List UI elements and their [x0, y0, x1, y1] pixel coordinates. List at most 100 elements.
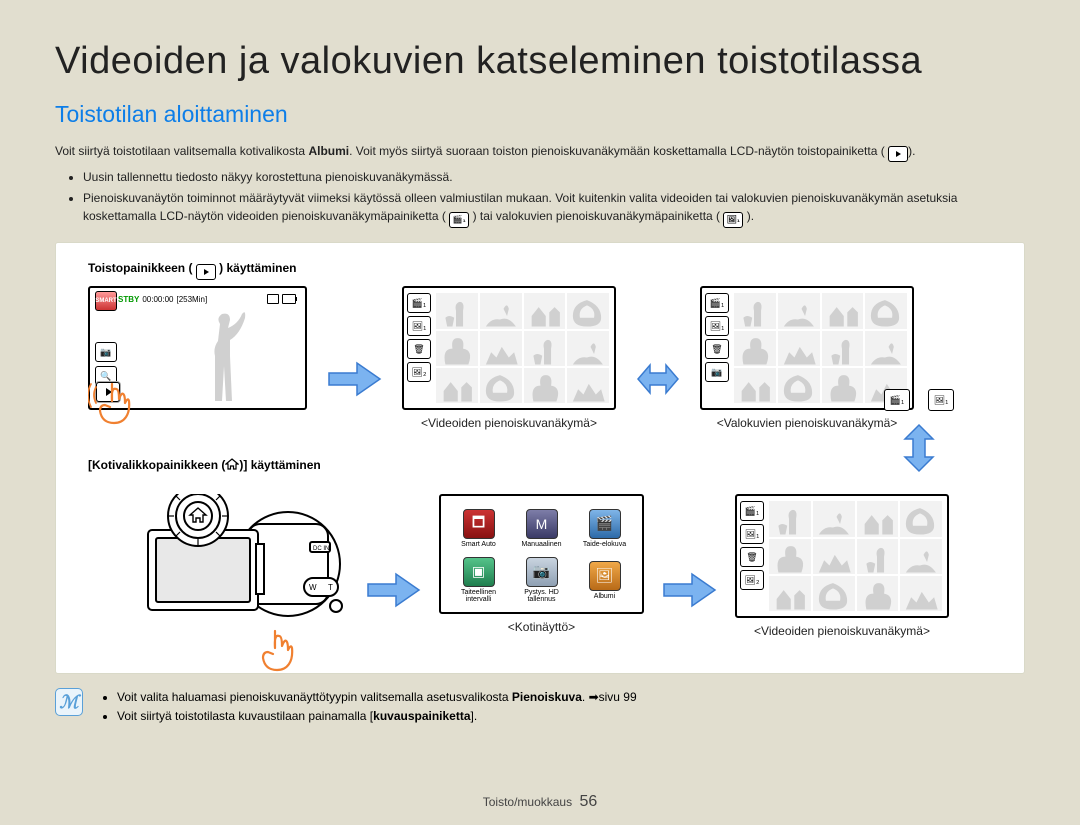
thumbnail-cell[interactable]	[567, 331, 609, 366]
battery-icon	[282, 294, 296, 304]
note-1: Voit valita haluamasi pienoiskuvanäyttöt…	[117, 688, 637, 707]
label-home-button: [Kotivalikkopainikkeen ()] käyttäminen	[88, 458, 992, 472]
note-icon: ℳ	[55, 688, 83, 716]
delete-icon[interactable]: 🗑	[407, 339, 431, 359]
thumbnail-cell[interactable]	[865, 331, 907, 366]
video-tab-icon[interactable]: 🎬₁	[407, 293, 431, 313]
thumbnail-cell[interactable]	[436, 293, 478, 328]
finger-touch-icon	[88, 381, 138, 426]
app-albumi[interactable]: 🖼Albumi	[577, 556, 632, 604]
caption-home: <Kotinäyttö>	[508, 620, 575, 634]
app-pystys.-hd-tallennus[interactable]: 📷Pystys. HD tallennus	[514, 556, 569, 604]
thumbnail-cell[interactable]	[813, 539, 855, 574]
thumbnail-cell[interactable]	[813, 576, 855, 611]
thumbnail-cell[interactable]	[734, 368, 776, 403]
thumbnail-cell[interactable]	[822, 331, 864, 366]
video-tab-icon[interactable]: 🎬₁	[740, 501, 764, 521]
arrow-right-icon	[327, 361, 382, 397]
thumbnail-cell[interactable]	[857, 539, 899, 574]
thumbnail-cell[interactable]	[857, 501, 899, 536]
thumbnail-cell[interactable]	[567, 368, 609, 403]
app-smart-auto[interactable]: 🗖Smart Auto	[451, 504, 506, 552]
intro-part2: . Voit myös siirtyä suoraan toiston pien…	[349, 144, 885, 158]
delete-icon[interactable]: 🗑	[740, 547, 764, 567]
thumbnail-cell[interactable]	[524, 293, 566, 328]
thumbnail-cell[interactable]	[778, 368, 820, 403]
intro-part1: Voit siirtyä toistotilaan valitsemalla k…	[55, 144, 308, 158]
video-tab-icon[interactable]: 🎬₁	[884, 389, 910, 411]
arrow-right-icon	[366, 572, 421, 608]
app-taide-elokuva[interactable]: 🎬Taide-elokuva	[577, 504, 632, 552]
stby-remain: [253Min]	[176, 295, 207, 304]
arrow-left-right-icon	[636, 361, 680, 397]
camera-tab-icon[interactable]: 📷	[705, 362, 729, 382]
sd-card-icon	[267, 294, 279, 304]
thumbnail-cell[interactable]	[480, 368, 522, 403]
thumbnail-cell[interactable]	[734, 293, 776, 328]
note-2: Voit siirtyä toistotilasta kuvaustilaan …	[117, 707, 637, 726]
thumbnail-cell[interactable]	[567, 293, 609, 328]
thumbnail-cell[interactable]	[865, 293, 907, 328]
thumbnail-cell[interactable]	[822, 293, 864, 328]
thumbnail-cell[interactable]	[734, 331, 776, 366]
thumbnail-cell[interactable]	[769, 576, 811, 611]
svg-text:DC IN: DC IN	[313, 546, 329, 552]
page-footer: Toisto/muokkaus 56	[0, 793, 1080, 811]
thumbnail-cell[interactable]	[480, 331, 522, 366]
note-1a: Voit valita haluamasi pienoiskuvanäyttöt…	[117, 690, 512, 704]
play-icon	[888, 146, 908, 162]
photo-tab-icon[interactable]: 🖼₁	[705, 316, 729, 336]
photo-tab-icon[interactable]: 🖼₁	[407, 316, 431, 336]
section-subtitle: Toistotilan aloittaminen	[55, 101, 1025, 128]
intro-end: ).	[908, 144, 915, 158]
svg-text:W: W	[309, 583, 317, 592]
intro-bullets: Uusin tallennettu tiedosto näkyy koroste…	[55, 168, 1025, 228]
app-taiteellinen-intervalli[interactable]: ▣Taiteellinen intervalli	[451, 556, 506, 604]
note-2-bold: kuvauspainiketta	[373, 709, 470, 723]
video-thumbnail-screen: 🎬₁ 🖼₁ 🗑 🖼₂	[735, 494, 949, 618]
lcd-standby-screen: SMART STBY 00:00:00 [253Min]	[88, 286, 307, 410]
thumbnail-cell[interactable]	[822, 368, 864, 403]
video-thumb-icon: 🎬₁	[449, 212, 469, 228]
arrow-up-down-icon	[899, 423, 939, 473]
delete-icon[interactable]: 🗑	[705, 339, 729, 359]
thumbnail-cell[interactable]	[769, 539, 811, 574]
thumbnail-cell[interactable]	[778, 293, 820, 328]
bullet-2c: ).	[747, 209, 754, 223]
thumbnail-cell[interactable]	[436, 331, 478, 366]
thumbnail-cell[interactable]	[900, 501, 942, 536]
photo-thumb-icon: 🖼₁	[723, 212, 743, 228]
label-play-button: Toistopainikkeen ( ) käyttäminen	[88, 261, 992, 280]
footer-page: 56	[579, 793, 597, 810]
caption-video-thumb2: <Videoiden pienoiskuvanäkymä>	[754, 624, 930, 638]
note-1b: . ➡sivu 99	[582, 690, 637, 704]
thumbnail-cell[interactable]	[778, 331, 820, 366]
home-screen: 🗖Smart AutoMManuaalinen🎬Taide-elokuva ▣Ta…	[439, 494, 644, 614]
smart-mode-icon: SMART	[95, 291, 117, 311]
home-icon	[225, 458, 239, 470]
footer-section: Toisto/muokkaus	[483, 795, 572, 809]
silhouette-figure	[180, 306, 260, 406]
video-thumbnail-screen: 🎬₁ 🖼₁ 🗑 🖼₂	[402, 286, 616, 410]
svg-text:T: T	[328, 583, 333, 592]
thumbnail-cell[interactable]	[480, 293, 522, 328]
thumbnail-cell[interactable]	[900, 539, 942, 574]
thumbnail-cell[interactable]	[900, 576, 942, 611]
thumbnail-cell[interactable]	[436, 368, 478, 403]
thumbnail-cell[interactable]	[524, 331, 566, 366]
note-box: ℳ Voit valita haluamasi pienoiskuvanäytt…	[55, 688, 1025, 725]
photo-tab-icon[interactable]: 🖼₁	[740, 524, 764, 544]
thumbnail-cell[interactable]	[857, 576, 899, 611]
video-tab-icon[interactable]: 🎬₁	[705, 293, 729, 313]
app-manuaalinen[interactable]: MManuaalinen	[514, 504, 569, 552]
thumbnail-cell[interactable]	[769, 501, 811, 536]
thumbnail-cell[interactable]	[813, 501, 855, 536]
label-play-prefix: Toistopainikkeen (	[88, 261, 192, 275]
share-tab-icon[interactable]: 🖼₂	[740, 570, 764, 590]
stby-time: 00:00:00	[142, 295, 173, 304]
thumbnail-cell[interactable]	[524, 368, 566, 403]
share-tab-icon[interactable]: 🖼₂	[407, 362, 431, 382]
page-title: Videoiden ja valokuvien katseleminen toi…	[55, 40, 1025, 83]
play-icon	[196, 264, 216, 280]
photo-tab-icon[interactable]: 🖼₁	[928, 389, 954, 411]
